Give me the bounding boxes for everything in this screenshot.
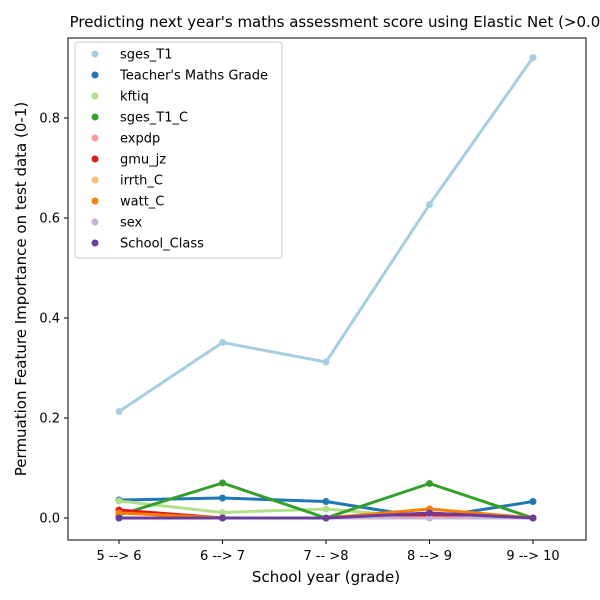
data-point (115, 408, 123, 415)
legend-label: sges_T1 (120, 48, 173, 63)
data-point (529, 498, 537, 505)
legend-label: irrth_C (120, 174, 163, 189)
y-tick-label: 0.0 (39, 512, 60, 527)
legend-label: sex (120, 216, 143, 231)
legend-marker (91, 50, 99, 58)
data-point (322, 505, 330, 513)
x-tick-label: 5 --> 6 (96, 549, 141, 564)
data-point (115, 497, 123, 505)
data-point (529, 514, 537, 522)
legend-label: kftiq (120, 90, 149, 105)
legend-label: gmu_jz (120, 153, 166, 168)
x-tick-label: 6 --> 7 (200, 549, 245, 564)
data-point (219, 339, 226, 346)
legend-marker (91, 197, 99, 205)
legend-box (74, 41, 283, 259)
legend-marker (91, 176, 99, 184)
legend-label: sges_T1_C (120, 111, 188, 126)
legend-marker (91, 113, 99, 121)
data-point (426, 514, 433, 522)
x-tick-label: 9 --> 10 (506, 549, 559, 564)
data-point (115, 509, 123, 517)
y-tick-label: 0.2 (39, 412, 60, 427)
legend-marker (91, 71, 99, 79)
legend-label: School_Class (120, 237, 204, 252)
y-axis-label: Permuation Feature Importance on test da… (12, 102, 30, 476)
y-tick-label: 0.6 (39, 212, 60, 227)
legend-label: expdp (120, 132, 160, 147)
data-point (322, 498, 330, 505)
data-point (219, 494, 226, 502)
data-point (426, 480, 433, 487)
legend-label: watt_C (120, 195, 164, 210)
data-point (219, 514, 226, 522)
data-point (115, 514, 123, 522)
axes: 5 --> 6 6 --> 7 7 -- >8 8 --> 9 9 --> 10 0.0 0… (39, 112, 559, 565)
data-point (219, 509, 226, 516)
legend-label: Teacher's Maths Grade (119, 69, 268, 84)
x-tick-label: 7 -- >8 (303, 549, 348, 564)
legend: sges_T1 Teacher's Maths Grade kftiq sges_T1… (74, 41, 283, 259)
data-point (322, 358, 330, 366)
legend-marker (91, 239, 99, 247)
plot-frame (67, 37, 587, 541)
legend-marker (91, 155, 99, 163)
plot-area (115, 54, 537, 522)
x-axis-label: School year (grade) (252, 568, 400, 586)
data-point (426, 509, 433, 517)
data-point (529, 54, 537, 61)
data-point (322, 514, 330, 522)
legend-marker (91, 134, 99, 142)
y-tick-label: 0.8 (39, 112, 60, 127)
x-tick-label: 8 --> 9 (407, 549, 452, 564)
y-tick-label: 0.4 (39, 312, 60, 327)
data-point (426, 201, 433, 208)
legend-marker (91, 92, 99, 100)
chart-title: Predicting next year's maths assessment … (70, 13, 600, 31)
legend-marker (91, 218, 99, 226)
data-point (219, 479, 226, 487)
